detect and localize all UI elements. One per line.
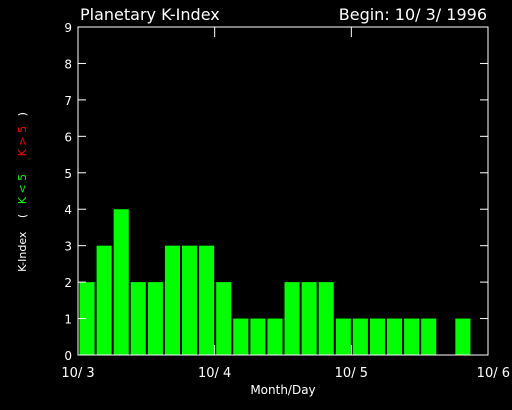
bar [147, 282, 163, 355]
y-tick-label: 5 [64, 167, 72, 181]
bar [250, 318, 266, 355]
bar [284, 282, 300, 355]
bar [216, 282, 232, 355]
bar [335, 318, 351, 355]
y-axis-label-main: K-Index [16, 231, 29, 272]
chart-title: Planetary K-Index [80, 5, 220, 24]
bar [387, 318, 403, 355]
bar [182, 245, 198, 355]
y-axis-label-text: K-Index ( K < 5 K > 5 ) [16, 112, 29, 272]
bar [164, 245, 180, 355]
y-axis-label-close: ) [16, 112, 29, 116]
y-axis-label-open: ( [16, 214, 29, 218]
y-tick-label: 6 [64, 130, 72, 144]
bar [352, 318, 368, 355]
bar [404, 318, 420, 355]
bar [421, 318, 437, 355]
bars-group [79, 209, 471, 355]
x-tick-label: 10/ 6 [477, 366, 510, 381]
y-axis-label-high: K > 5 [16, 126, 29, 156]
bar [233, 318, 249, 355]
y-tick-label: 4 [64, 203, 72, 217]
bar [267, 318, 283, 355]
y-tick-label: 8 [64, 57, 72, 71]
x-axis-label: Month/Day [250, 383, 315, 397]
x-tick-label: 10/ 3 [61, 366, 94, 381]
bar [199, 245, 215, 355]
y-tick-label: 7 [64, 94, 72, 108]
y-tick-label: 1 [64, 313, 72, 327]
bar [130, 282, 146, 355]
y-tick-label: 2 [64, 276, 72, 290]
x-tick-label: 10/ 4 [198, 366, 231, 381]
y-axis-label: K-Index ( K < 5 K > 5 ) [16, 112, 29, 272]
begin-date: Begin: 10/ 3/ 1996 [339, 5, 487, 24]
y-tick-label: 0 [64, 349, 72, 363]
bar [79, 282, 95, 355]
bar [301, 282, 317, 355]
bar [318, 282, 334, 355]
bar [113, 209, 129, 355]
y-tick-label: 3 [64, 240, 72, 254]
bar [96, 245, 112, 355]
y-axis-label-low: K < 5 [16, 174, 29, 204]
y-tick-label: 9 [64, 21, 72, 35]
bar [369, 318, 385, 355]
x-tick-label: 10/ 5 [335, 366, 368, 381]
plot-frame [77, 26, 489, 356]
bar [455, 318, 471, 355]
